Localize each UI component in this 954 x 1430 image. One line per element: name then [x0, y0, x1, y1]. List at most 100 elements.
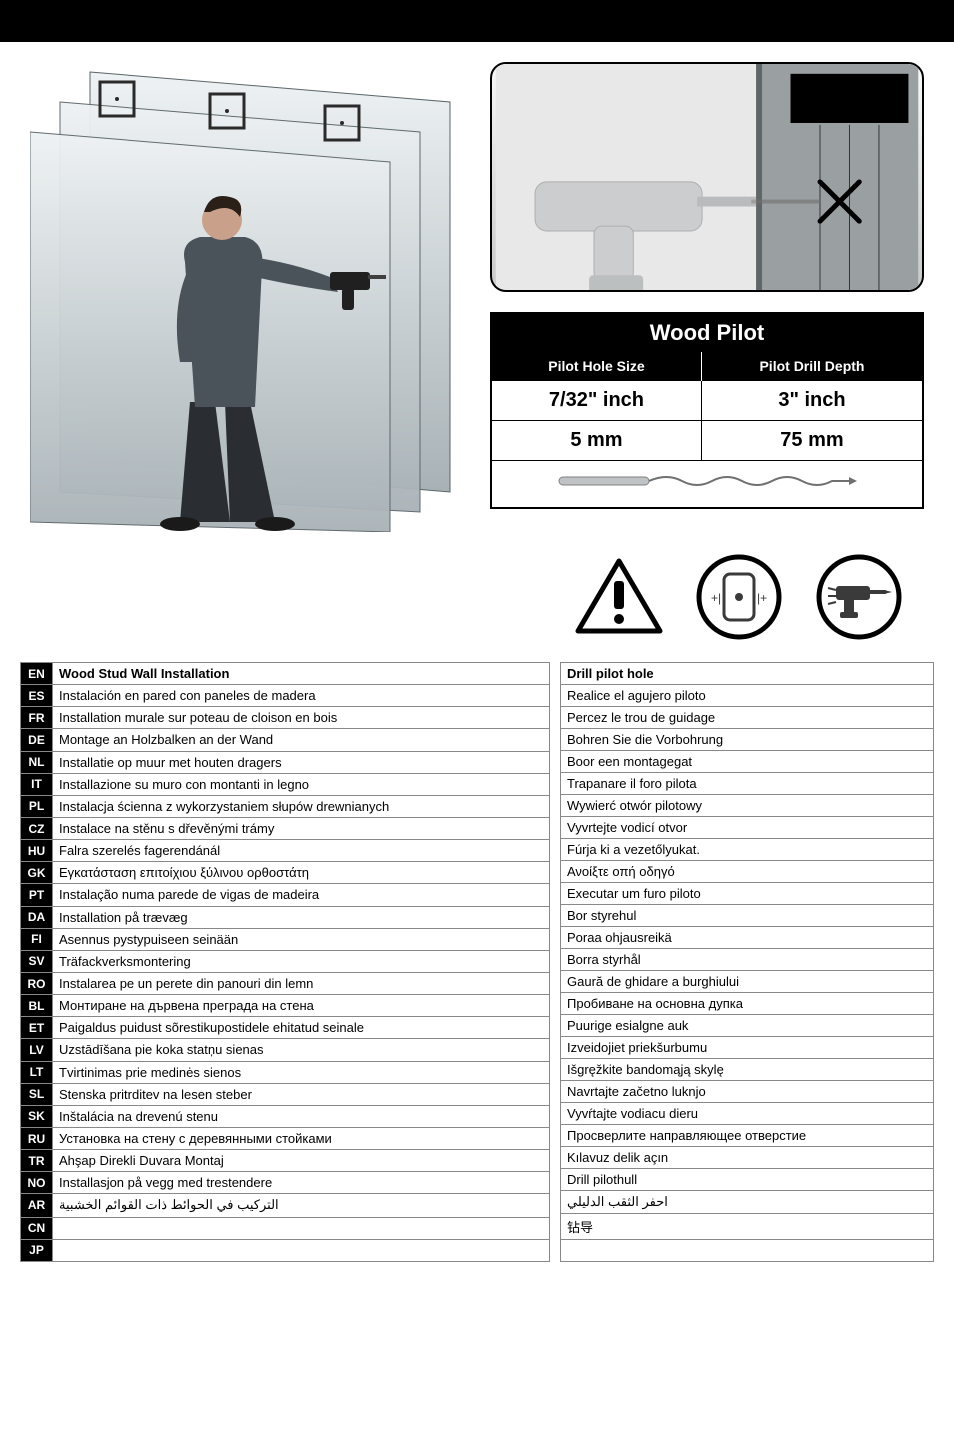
lang-code: BL: [21, 995, 53, 1017]
wall-illustration-svg: [30, 62, 470, 532]
lang-right-text: Executar um furo piloto: [561, 883, 934, 905]
lang-right-text: Vyvrtejte vodicí otvor: [561, 817, 934, 839]
top-section: Wood Pilot Pilot Hole Size Pilot Drill D…: [0, 42, 954, 542]
pilot-size-mm: 5 mm: [491, 421, 701, 461]
lang-left-text: Instalarea pe un perete din panouri din …: [53, 972, 550, 994]
lang-code: TR: [21, 1150, 53, 1172]
lang-right-text: 钻导: [561, 1214, 934, 1240]
lang-right-text: Borra styrhål: [561, 949, 934, 971]
lang-left-text: Asennus pystypuiseen seinään: [53, 928, 550, 950]
lang-code: EN: [21, 663, 53, 685]
lang-left-text: Installatie op muur met houten dragers: [53, 751, 550, 773]
lang-left-text: Wood Stud Wall Installation: [53, 663, 550, 685]
lang-left-text: Instalace na stěnu s dřevěnými trámy: [53, 817, 550, 839]
lang-right-text: Bor styrehul: [561, 905, 934, 927]
lang-right-text: [561, 1240, 934, 1262]
language-table-right: Drill pilot holeRealice el agujero pilot…: [560, 662, 934, 1262]
icon-row: +| |+: [0, 542, 954, 662]
stud-finder-icon: +| |+: [694, 552, 784, 642]
svg-text:|+: |+: [757, 591, 767, 605]
lang-left-text: [53, 1239, 550, 1261]
lang-left-text: Installazione su muro con montanti in le…: [53, 773, 550, 795]
pilot-size-inch: 7/32" inch: [491, 381, 701, 421]
lang-code: AR: [21, 1194, 53, 1217]
lang-right-text: Realice el agujero piloto: [561, 685, 934, 707]
lang-left-text: Tvirtinimas prie medinės sienos: [53, 1061, 550, 1083]
drill-cross-section-diagram: [490, 62, 924, 292]
lang-code: LV: [21, 1039, 53, 1061]
lang-right-text: Ανοίξτε οπή οδηγό: [561, 861, 934, 883]
language-table-left: ENWood Stud Wall InstallationESInstalaci…: [20, 662, 550, 1262]
lang-right-text: Drill pilot hole: [561, 663, 934, 685]
right-column: Wood Pilot Pilot Hole Size Pilot Drill D…: [490, 62, 924, 532]
lang-left-text: Instalación en pared con paneles de made…: [53, 685, 550, 707]
lang-code: PL: [21, 795, 53, 817]
lang-code: DA: [21, 906, 53, 928]
lang-left-text: Träfackverksmontering: [53, 950, 550, 972]
lang-right-text: Fúrja ki a vezetőlyukat.: [561, 839, 934, 861]
lang-right-text: Просверлите направляющее отверстие: [561, 1125, 934, 1147]
lang-right-text: Boor een montagegat: [561, 751, 934, 773]
lang-code: PT: [21, 884, 53, 906]
lang-right-text: Poraa ohjausreikä: [561, 927, 934, 949]
lang-right-text: Izveidojiet priekšurbumu: [561, 1037, 934, 1059]
drill-icon: [814, 552, 904, 642]
lang-code: JP: [21, 1239, 53, 1261]
language-section: ENWood Stud Wall InstallationESInstalaci…: [0, 662, 954, 1282]
lang-left-text: Uzstādīšana pie koka statņu sienas: [53, 1039, 550, 1061]
lang-right-text: Пробиване на основна дупка: [561, 993, 934, 1015]
lang-left-text: Ahşap Direkli Duvara Montaj: [53, 1150, 550, 1172]
lang-left-text: Installasjon på vegg med trestendere: [53, 1172, 550, 1194]
pilot-drill-depth-header: Pilot Drill Depth: [701, 352, 923, 381]
lang-right-text: Išgręžkite bandomąją skylę: [561, 1059, 934, 1081]
lang-code: RO: [21, 972, 53, 994]
lang-left-text: Falra szerelés fagerendánál: [53, 840, 550, 862]
lang-code: NL: [21, 751, 53, 773]
lang-code: GK: [21, 862, 53, 884]
lang-left-text: Instalacja ścienna z wykorzystaniem słup…: [53, 795, 550, 817]
lang-right-text: Percez le trou de guidage: [561, 707, 934, 729]
drill-bit-cell: [491, 461, 923, 509]
lang-code: SV: [21, 950, 53, 972]
lang-code: IT: [21, 773, 53, 795]
top-black-bar: [0, 0, 954, 42]
lang-code: NO: [21, 1172, 53, 1194]
lang-right-text: Bohren Sie die Vorbohrung: [561, 729, 934, 751]
lang-right-text: Drill pilothull: [561, 1169, 934, 1191]
drill-diagram-svg: [492, 64, 922, 290]
lang-code: RU: [21, 1127, 53, 1149]
lang-right-text: Navrtajte začetno luknjo: [561, 1081, 934, 1103]
lang-right-text: Vyvŕtajte vodiacu dieru: [561, 1103, 934, 1125]
lang-left-text: Stenska pritrditev na lesen steber: [53, 1083, 550, 1105]
lang-left-text: Inštalácia na drevenú stenu: [53, 1105, 550, 1127]
pilot-hole-size-header: Pilot Hole Size: [491, 352, 701, 381]
lang-code: CZ: [21, 817, 53, 839]
wall-installation-illustration: [30, 62, 470, 532]
lang-code: LT: [21, 1061, 53, 1083]
pilot-depth-inch: 3" inch: [701, 381, 923, 421]
lang-code: ES: [21, 685, 53, 707]
wood-pilot-table: Wood Pilot Pilot Hole Size Pilot Drill D…: [490, 312, 924, 509]
lang-left-text: Montage an Holzbalken an der Wand: [53, 729, 550, 751]
lang-left-text: التركيب في الحوائط ذات القوائم الخشبية: [53, 1194, 550, 1217]
lang-right-text: Trapanare il foro pilota: [561, 773, 934, 795]
lang-left-text: Installation på trævæg: [53, 906, 550, 928]
lang-code: HU: [21, 840, 53, 862]
lang-code: ET: [21, 1017, 53, 1039]
warning-triangle-icon: [574, 557, 664, 637]
pilot-table-header: Wood Pilot: [491, 313, 923, 352]
lang-left-text: Instalação numa parede de vigas de madei…: [53, 884, 550, 906]
lang-left-text: Εγκατάσταση επιτοίχιου ξύλινου ορθοστάτη: [53, 862, 550, 884]
lang-code: SL: [21, 1083, 53, 1105]
lang-left-text: [53, 1217, 550, 1239]
lang-code: CN: [21, 1217, 53, 1239]
pilot-depth-mm: 75 mm: [701, 421, 923, 461]
lang-right-text: Kılavuz delik açın: [561, 1147, 934, 1169]
lang-right-text: Wywierć otwór pilotowy: [561, 795, 934, 817]
svg-text:+|: +|: [711, 591, 721, 605]
lang-left-text: Installation murale sur poteau de cloiso…: [53, 707, 550, 729]
drill-bit-icon: [502, 471, 912, 491]
lang-left-text: Установка на стену с деревянными стойкам…: [53, 1127, 550, 1149]
lang-right-text: Puurige esialgne auk: [561, 1015, 934, 1037]
lang-code: SK: [21, 1105, 53, 1127]
